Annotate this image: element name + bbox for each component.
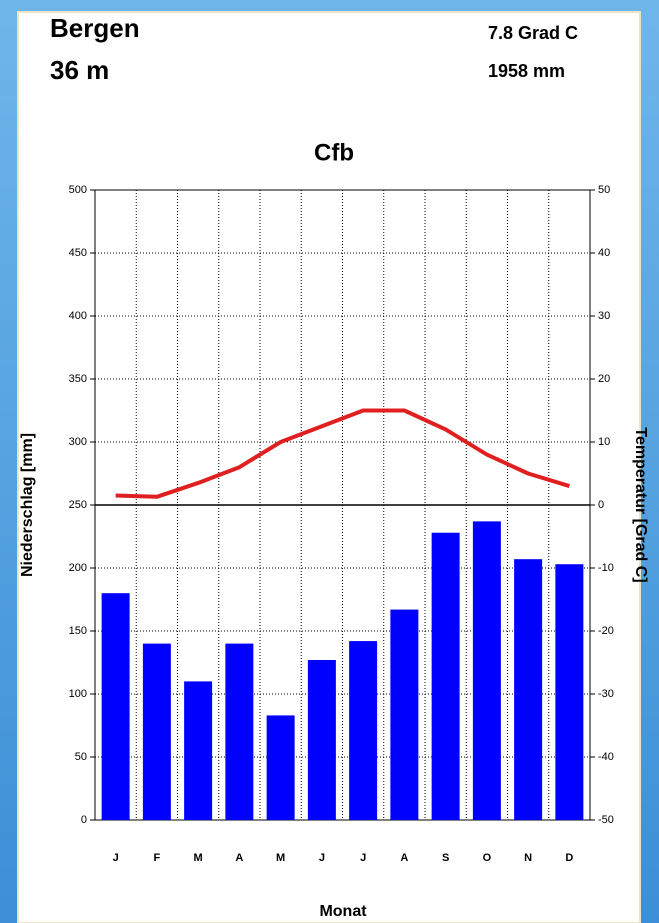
- bar: [390, 610, 418, 820]
- y2-tick-label: -40: [598, 751, 614, 763]
- y2-tick-label: 10: [598, 436, 610, 448]
- y2-tick-label: -30: [598, 688, 614, 700]
- y-tick-label: 450: [69, 247, 87, 259]
- bar: [225, 644, 253, 820]
- x-tick-label: J: [319, 852, 325, 864]
- bar: [308, 660, 336, 820]
- y-tick-label: 100: [69, 688, 87, 700]
- bar: [473, 521, 501, 820]
- chart: Bergen 36 m 7.8 Grad C 1958 mm Cfb Niede…: [0, 0, 659, 923]
- bar: [432, 533, 460, 820]
- bar: [267, 715, 295, 820]
- station: Bergen: [50, 13, 140, 43]
- y-tick-label: 250: [69, 499, 87, 511]
- x-tick-label: A: [235, 852, 243, 864]
- y2-tick-label: 50: [598, 184, 610, 196]
- y2-tick-label: 30: [598, 310, 610, 322]
- bar: [555, 564, 583, 820]
- y-tick-label: 400: [69, 310, 87, 322]
- y-tick-label: 500: [69, 184, 87, 196]
- bar: [102, 593, 130, 820]
- chart-title: Cfb: [314, 139, 354, 166]
- y2-tick-label: -10: [598, 562, 614, 574]
- bar: [143, 644, 171, 820]
- y-tick-label: 350: [69, 373, 87, 385]
- y2-tick-label: 0: [598, 499, 604, 511]
- y2-axis-label: Temperatur [Grad C]: [632, 427, 649, 582]
- y-tick-label: 200: [69, 562, 87, 574]
- x-tick-label: F: [154, 852, 161, 864]
- y2-tick-label: 20: [598, 373, 610, 385]
- y2-tick-label: -50: [598, 814, 614, 826]
- x-tick-label: J: [113, 852, 119, 864]
- x-tick-label: D: [565, 852, 573, 864]
- y-tick-label: 50: [75, 751, 87, 763]
- elevation: 36 m: [50, 55, 109, 85]
- x-tick-label: A: [400, 852, 408, 864]
- x-tick-label: M: [194, 852, 203, 864]
- x-tick-label: N: [524, 852, 532, 864]
- bar: [184, 681, 212, 820]
- bar: [514, 559, 542, 820]
- y2-tick-label: 40: [598, 247, 610, 259]
- x-axis-label: Monat: [319, 903, 367, 920]
- x-tick-label: M: [276, 852, 285, 864]
- y-tick-label: 150: [69, 625, 87, 637]
- annual-temperature: 7.8 Grad C: [488, 23, 578, 43]
- x-tick-label: S: [442, 852, 449, 864]
- x-tick-label: J: [360, 852, 366, 864]
- annual-precipitation: 1958 mm: [488, 61, 565, 81]
- page: Bergen 36 m 7.8 Grad C 1958 mm Cfb Niede…: [0, 0, 659, 923]
- y-axis-label: Niederschlag [mm]: [19, 433, 36, 577]
- x-tick-label: O: [483, 852, 492, 864]
- bar: [349, 641, 377, 820]
- y-tick-label: 0: [81, 814, 87, 826]
- y-tick-label: 300: [69, 436, 87, 448]
- y2-tick-label: -20: [598, 625, 614, 637]
